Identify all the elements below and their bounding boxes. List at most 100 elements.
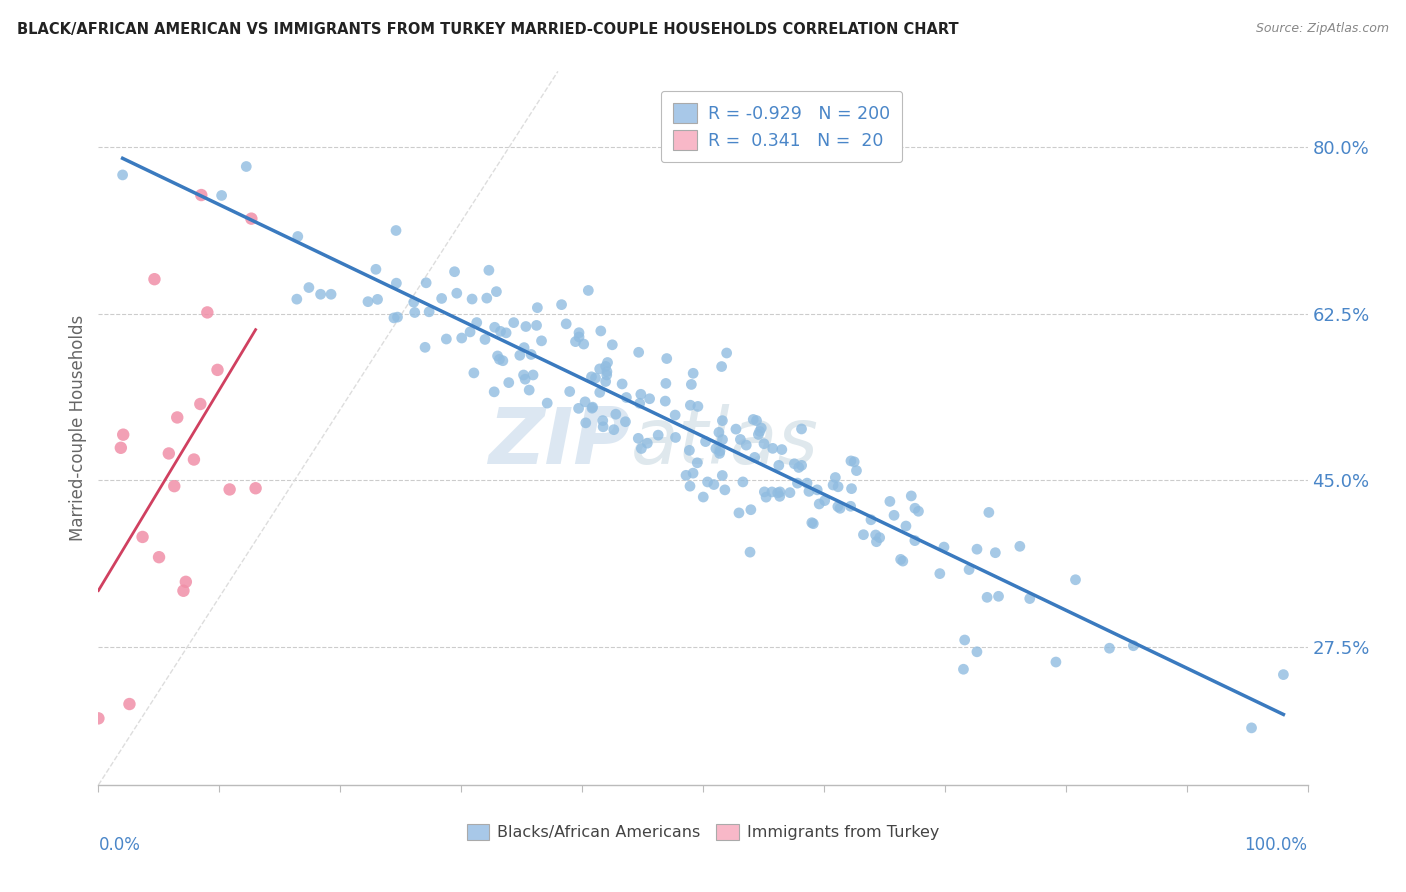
Point [498,376,520,390]
Point [166,410,188,425]
Point [957,563,980,577]
Point [517,383,540,397]
Point [595,375,617,389]
Point [1064,573,1087,587]
Point [800,516,823,530]
Point [735,438,758,452]
Point [413,340,436,354]
Point [112,427,135,442]
Point [869,531,891,545]
Point [385,223,408,237]
Point [482,384,505,399]
Point [575,416,598,430]
Point [475,291,498,305]
Point [647,428,669,442]
Point [568,401,591,416]
Point [844,455,866,469]
Legend: Blacks/African Americans, Immigrants from Turkey: Blacks/African Americans, Immigrants fro… [458,816,948,848]
Point [596,365,619,379]
Point [711,433,734,447]
Point [952,662,974,676]
Point [603,423,626,437]
Point [766,486,789,500]
Point [572,337,595,351]
Point [443,265,465,279]
Point [404,305,426,319]
Point [110,441,132,455]
Point [841,482,863,496]
Point [172,583,194,598]
Point [704,442,727,456]
Point [581,401,603,416]
Point [1240,721,1263,735]
Point [610,376,633,391]
Point [796,476,818,491]
Point [478,263,501,277]
Point [664,430,686,444]
Point [605,407,627,421]
Text: ZIP: ZIP [488,404,630,481]
Point [865,528,887,542]
Point [183,452,205,467]
Point [907,504,929,518]
Point [879,494,901,508]
Point [686,456,709,470]
Point [555,317,578,331]
Point [679,398,702,412]
Point [987,590,1010,604]
Point [696,475,718,489]
Point [769,484,792,499]
Point [488,352,510,367]
Point [434,332,457,346]
Point [536,396,558,410]
Point [682,466,704,480]
Point [711,468,734,483]
Point [730,433,752,447]
Point [235,160,257,174]
Point [446,286,468,301]
Point [576,284,599,298]
Point [148,550,170,565]
Point [513,341,536,355]
Point [589,385,612,400]
Point [779,485,801,500]
Point [616,391,638,405]
Point [1272,667,1295,681]
Point [932,540,955,554]
Point [752,436,775,450]
Point [387,310,409,325]
Point [509,348,531,362]
Point [845,464,868,478]
Point [783,457,806,471]
Point [740,502,762,516]
Point [367,293,389,307]
Point [801,516,824,531]
Point [710,359,733,374]
Point [589,362,612,376]
Point [716,346,738,360]
Point [748,425,770,439]
Point [364,262,387,277]
Point [709,446,731,460]
Point [195,305,218,319]
Point [714,483,737,497]
Point [797,484,820,499]
Point [143,272,166,286]
Point [754,484,776,499]
Point [738,545,761,559]
Point [600,338,623,352]
Point [790,422,813,436]
Point [806,483,828,497]
Point [828,501,851,516]
Point [581,400,603,414]
Point [418,305,440,319]
Point [761,485,783,500]
Point [1008,539,1031,553]
Point [976,591,998,605]
Point [827,500,849,514]
Point [458,325,481,339]
Point [218,483,240,497]
Point [245,481,267,495]
Point [489,325,512,339]
Point [309,287,332,301]
